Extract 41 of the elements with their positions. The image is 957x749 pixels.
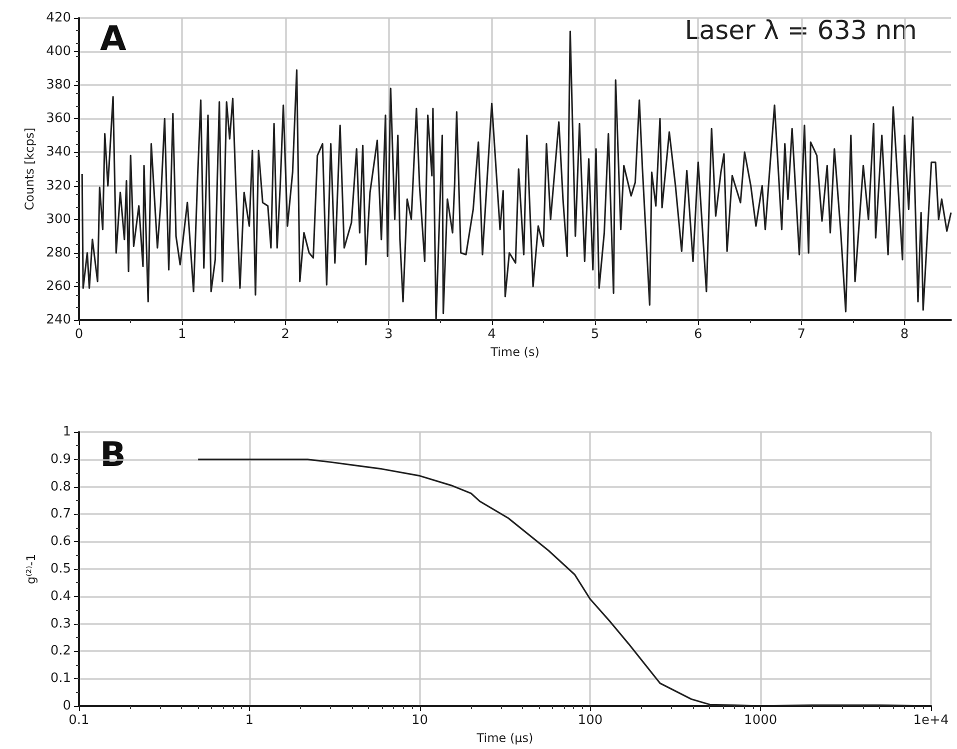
x-tick-label: 5 — [590, 327, 600, 342]
x-tick-label: 1 — [178, 327, 186, 342]
y-tick-label: 380 — [46, 78, 71, 93]
y-tick-label: 300 — [46, 212, 71, 227]
x-tick-label: 1e+4 — [913, 713, 949, 728]
x-tick-label: 2 — [281, 327, 290, 342]
y-tick-label: 0.9 — [50, 452, 71, 467]
annotation: A — [100, 19, 127, 59]
x-axis-title: Time (s) — [490, 345, 540, 359]
y-tick-label: 420 — [46, 10, 71, 26]
x-tick-label: 1 — [245, 713, 254, 728]
x-tick-label: 6 — [694, 327, 702, 342]
y-tick-label: 1 — [62, 424, 71, 440]
y-tick-label: 340 — [46, 144, 71, 160]
y-tick-label: 0 — [62, 698, 71, 714]
x-tick-label: 8 — [900, 327, 909, 342]
y-tick-label: 0.3 — [50, 616, 71, 632]
y-tick-label: 240 — [46, 312, 71, 328]
y-tick-label: 260 — [46, 278, 71, 294]
x-tick-label: 7 — [797, 327, 806, 342]
y-axis-title: g⁽²⁾-1 — [24, 554, 38, 584]
y-tick-label: 280 — [46, 245, 71, 260]
y-tick-label: 0.1 — [50, 671, 71, 686]
y-tick-label: 360 — [46, 111, 71, 126]
y-tick-label: 400 — [46, 44, 71, 60]
y-tick-label: 0.5 — [50, 562, 71, 576]
y-tick-label: 0.4 — [50, 588, 71, 604]
x-axis-title: Time (µs) — [476, 731, 534, 745]
y-axis-title: Counts [kcps] — [22, 128, 36, 210]
y-tick-label: 0.7 — [50, 506, 71, 522]
y-tick-label: 320 — [46, 178, 71, 194]
y-tick-label: 0.8 — [50, 479, 71, 494]
x-tick-label: 100 — [578, 713, 603, 728]
y-tick-label: 0.6 — [50, 534, 71, 550]
x-tick-label: 1000 — [744, 713, 778, 728]
x-tick-label: 10 — [412, 713, 428, 728]
x-tick-label: 3 — [384, 327, 393, 342]
x-tick-label: 0 — [74, 327, 84, 342]
y-tick-label: 0.2 — [50, 644, 71, 659]
annotation: B — [100, 435, 126, 475]
x-tick-label: 4 — [488, 327, 496, 342]
